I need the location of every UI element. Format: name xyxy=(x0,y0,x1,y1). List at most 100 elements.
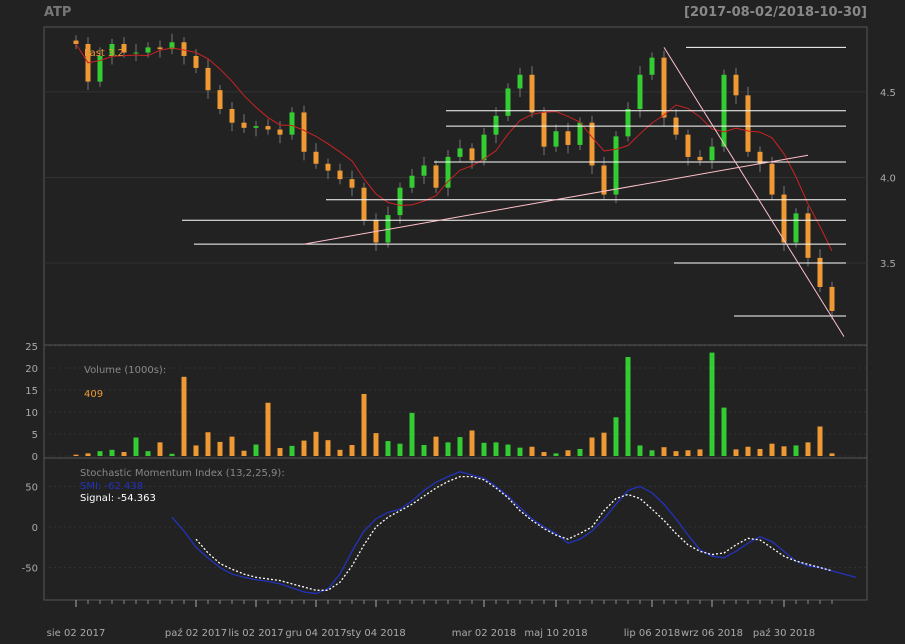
price-candle-body xyxy=(385,215,391,243)
smi-line xyxy=(171,471,857,595)
price-candle-body xyxy=(589,122,595,166)
price-candle-body xyxy=(229,109,235,123)
volume-bar xyxy=(685,450,691,456)
volume-bar xyxy=(493,442,499,456)
volume-y-tick-label: 5 xyxy=(32,430,38,441)
volume-bar xyxy=(337,449,343,456)
price-candle-body xyxy=(265,126,271,130)
price-candle-body xyxy=(193,55,199,68)
price-candle-body xyxy=(565,131,571,145)
axis-layer: 3.5 4.0 4.5 0 5 10 15 20 25 -50 0 50 sie 02 2017 paź … xyxy=(22,88,896,639)
volume-bar xyxy=(133,437,139,456)
volume-bar xyxy=(649,450,655,456)
price-candle-body xyxy=(289,112,295,135)
price-candle-body xyxy=(205,67,211,91)
price-layer xyxy=(73,33,846,337)
volume-bar xyxy=(781,446,787,456)
price-candle-body xyxy=(529,74,535,113)
volume-last-value: 409 xyxy=(84,389,103,400)
volume-bar xyxy=(145,451,151,456)
volume-bar xyxy=(253,444,259,456)
volume-bar xyxy=(313,431,319,456)
price-candle-body xyxy=(169,42,175,50)
price-candle-body xyxy=(361,187,367,221)
volume-bar xyxy=(361,393,367,456)
price-candle-body xyxy=(793,213,799,243)
x-axis-date-label: mar 02 2018 xyxy=(452,628,517,639)
x-axis-date-label: sty 04 2018 xyxy=(346,628,406,639)
price-candle-body xyxy=(709,146,715,161)
price-candle-body xyxy=(409,175,415,188)
price-candle-body xyxy=(217,90,223,109)
price-moving-average-line xyxy=(75,43,833,252)
volume-bar xyxy=(805,442,811,456)
price-candle-body xyxy=(781,194,787,243)
volume-bar xyxy=(349,445,355,456)
volume-bar xyxy=(241,450,247,456)
volume-bar xyxy=(793,445,799,456)
volume-bar xyxy=(301,440,307,456)
volume-bar xyxy=(637,445,643,456)
volume-bar xyxy=(445,442,451,456)
volume-bar xyxy=(169,453,175,456)
price-trend-line xyxy=(303,154,809,245)
price-candle-body xyxy=(325,163,331,171)
price-candle-body xyxy=(553,131,559,147)
price-candle-body xyxy=(397,187,403,216)
price-candle-body xyxy=(109,43,115,56)
volume-y-tick-label: 25 xyxy=(25,342,38,353)
price-y-tick-label: 3.5 xyxy=(880,259,896,270)
price-candle-body xyxy=(457,148,463,157)
price-candle-body xyxy=(685,134,691,157)
x-axis-date-label: wrz 06 2018 xyxy=(681,628,743,639)
indicator-panel-frame xyxy=(43,457,868,601)
volume-bar xyxy=(433,436,439,456)
indicator-layer xyxy=(171,471,857,595)
price-y-tick-label: 4.5 xyxy=(880,88,896,99)
price-candle-body xyxy=(301,112,307,152)
x-axis-date-label: sie 02 2017 xyxy=(47,628,106,639)
price-candle-body xyxy=(181,42,187,56)
volume-bar xyxy=(397,443,403,456)
volume-bar xyxy=(709,352,715,456)
volume-bar xyxy=(409,412,415,456)
volume-bar xyxy=(757,448,763,456)
indicator-y-tick-label: 50 xyxy=(25,482,38,493)
volume-bar xyxy=(85,453,91,456)
volume-bar xyxy=(721,407,727,456)
price-candle-body xyxy=(241,122,247,128)
price-candle-body xyxy=(157,47,163,50)
price-candle-body xyxy=(817,257,823,287)
price-candle-body xyxy=(577,122,583,145)
price-candle-body xyxy=(121,43,127,53)
price-candle-body xyxy=(469,148,475,161)
volume-bar xyxy=(553,453,559,456)
volume-bar xyxy=(481,442,487,456)
price-candle-body xyxy=(697,156,703,161)
chart-date-range: [2017-08-02/2018-10-30] xyxy=(684,5,867,20)
volume-bar xyxy=(469,430,475,456)
price-candle-body xyxy=(661,57,667,118)
volume-bar xyxy=(373,433,379,456)
price-candle-body xyxy=(637,74,643,109)
volume-bar xyxy=(589,437,595,456)
signal-value-label: Signal: -54.363 xyxy=(80,493,156,504)
price-candle-body xyxy=(349,179,355,188)
volume-bar xyxy=(565,450,571,456)
volume-bar xyxy=(769,443,775,456)
price-candle-body xyxy=(757,151,763,164)
price-candle-body xyxy=(421,165,427,176)
volume-bar xyxy=(109,449,115,456)
volume-bar xyxy=(289,445,295,456)
price-candle-body xyxy=(541,112,547,147)
volume-bar xyxy=(577,448,583,456)
price-candle-body xyxy=(505,88,511,116)
volume-bar xyxy=(661,447,667,456)
price-candle-body xyxy=(337,170,343,180)
chart-symbol-title: ATP xyxy=(44,5,72,20)
volume-bar xyxy=(541,452,547,456)
price-candle-body xyxy=(745,95,751,152)
volume-bar xyxy=(421,445,427,456)
volume-bar xyxy=(157,442,163,456)
price-candle-body xyxy=(277,129,283,135)
